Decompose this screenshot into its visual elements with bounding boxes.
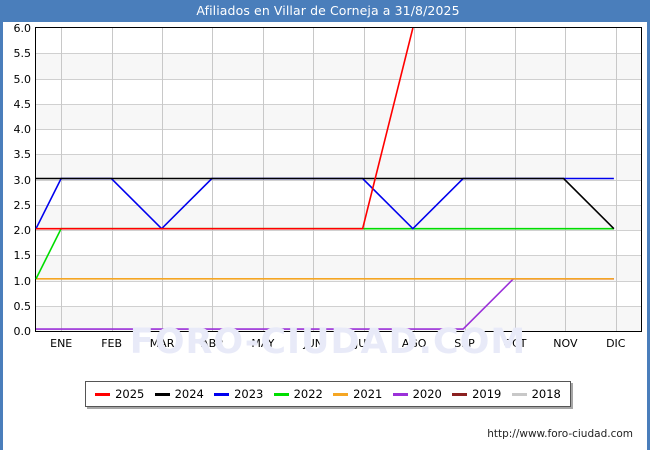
- legend-item-2021[interactable]: 2021: [333, 387, 382, 401]
- y-tick-label: 1.5: [13, 249, 32, 263]
- x-tick-label: MAY: [251, 337, 275, 350]
- x-tick-label: DIC: [606, 337, 626, 350]
- legend-label: 2019: [472, 387, 502, 401]
- gridline-horizontal: [36, 205, 641, 206]
- y-tick-label: 0.5: [13, 299, 32, 313]
- x-tick-label: FEB: [101, 337, 123, 350]
- series-line-2025: [36, 28, 413, 229]
- y-tick-label: 3.0: [13, 173, 32, 187]
- plot-band: [36, 103, 641, 129]
- plot-band: [36, 204, 641, 230]
- legend-swatch-icon: [333, 392, 349, 396]
- legend-item-2023[interactable]: 2023: [214, 387, 263, 401]
- y-tick-label: 3.5: [13, 148, 32, 162]
- gridline-vertical: [313, 28, 314, 331]
- y-axis-tick-labels: 0.0 0.5 1.0 1.5 2.0 2.5 3.0 3.5 4.0 4.5 5.0 5.5 6.0: [3, 0, 650, 450]
- y-tick-label: 4.5: [13, 97, 32, 111]
- gridline-horizontal: [36, 104, 641, 105]
- gridline-vertical: [162, 28, 163, 331]
- legend-label: 2018: [531, 387, 561, 401]
- legend-label: 2025: [115, 387, 145, 401]
- gridline-horizontal: [36, 230, 641, 231]
- legend-label: 2022: [293, 387, 323, 401]
- legend-swatch-icon: [452, 392, 468, 396]
- gridline-horizontal: [36, 129, 641, 130]
- gridline-vertical: [616, 28, 617, 331]
- legend-item-2022[interactable]: 2022: [273, 387, 323, 401]
- x-tick-label: ENE: [50, 337, 73, 350]
- legend-swatch-icon: [392, 392, 408, 396]
- plot-band: [36, 255, 641, 281]
- gridline-vertical: [263, 28, 264, 331]
- plot-band: [36, 154, 641, 180]
- gridline-horizontal: [36, 154, 641, 155]
- gridline-vertical: [515, 28, 516, 331]
- plot-band: [36, 53, 641, 79]
- y-tick-label: 2.0: [13, 224, 32, 237]
- gridline-vertical: [414, 28, 415, 331]
- series-line-2024: [36, 179, 614, 229]
- legend-swatch-icon: [95, 392, 111, 396]
- y-tick-label: 4.0: [13, 123, 32, 136]
- legend-item-2024[interactable]: 2024: [154, 387, 204, 401]
- legend-item-2025[interactable]: 2025: [95, 387, 144, 401]
- legend-swatch-icon: [214, 392, 230, 396]
- series-lines: [36, 28, 641, 331]
- gridline-horizontal: [36, 255, 641, 256]
- x-tick-label: OCT: [503, 337, 527, 350]
- legend-item-2020[interactable]: 2020: [392, 387, 442, 401]
- gridline-horizontal: [36, 281, 641, 282]
- legend-label: 2021: [353, 387, 383, 401]
- legend-swatch-icon: [273, 392, 289, 396]
- legend-label: 2024: [174, 387, 204, 401]
- legend-label: 2023: [234, 387, 264, 401]
- legend-swatch-icon: [511, 392, 527, 396]
- series-line-2020: [36, 279, 614, 329]
- gridline-horizontal: [36, 53, 641, 54]
- gridline-vertical: [465, 28, 466, 331]
- x-tick-label: MAR: [149, 337, 175, 350]
- y-tick-label: 0.0: [13, 325, 32, 338]
- gridline-horizontal: [36, 79, 641, 80]
- y-tick-label: 1.0: [13, 274, 32, 288]
- source-url: http://www.foro-ciudad.com: [487, 428, 633, 440]
- legend-label: 2020: [412, 387, 442, 401]
- x-tick-label: AGO: [401, 337, 427, 350]
- plot-band: [36, 305, 641, 331]
- page-title: Afiliados en Villar de Corneja a 31/8/20…: [3, 0, 650, 22]
- series-line-2023: [36, 179, 614, 229]
- legend-swatch-icon: [154, 392, 170, 396]
- legend-item-2018[interactable]: 2018: [511, 387, 561, 401]
- x-tick-label: NOV: [553, 337, 578, 350]
- gridline-horizontal: [36, 180, 641, 181]
- x-tick-label: SEP: [454, 337, 475, 350]
- y-tick-label: 2.5: [13, 198, 32, 212]
- chart-legend: 2025 2024 2023 2022 2021 2020 2019 2018: [85, 381, 571, 407]
- y-tick-label: 6.0: [13, 22, 32, 35]
- x-tick-label: JUN: [303, 337, 324, 350]
- plot-inner: [36, 28, 641, 331]
- y-tick-label: 5.5: [13, 47, 32, 61]
- x-tick-label: ABR: [201, 337, 224, 350]
- series-line-2022: [36, 229, 614, 279]
- x-tick-label: JUL: [354, 337, 373, 350]
- gridline-vertical: [212, 28, 213, 331]
- plot-area: [35, 27, 642, 332]
- y-tick-label: 5.0: [13, 72, 32, 86]
- gridline-horizontal: [36, 306, 641, 307]
- legend-item-2019[interactable]: 2019: [452, 387, 501, 401]
